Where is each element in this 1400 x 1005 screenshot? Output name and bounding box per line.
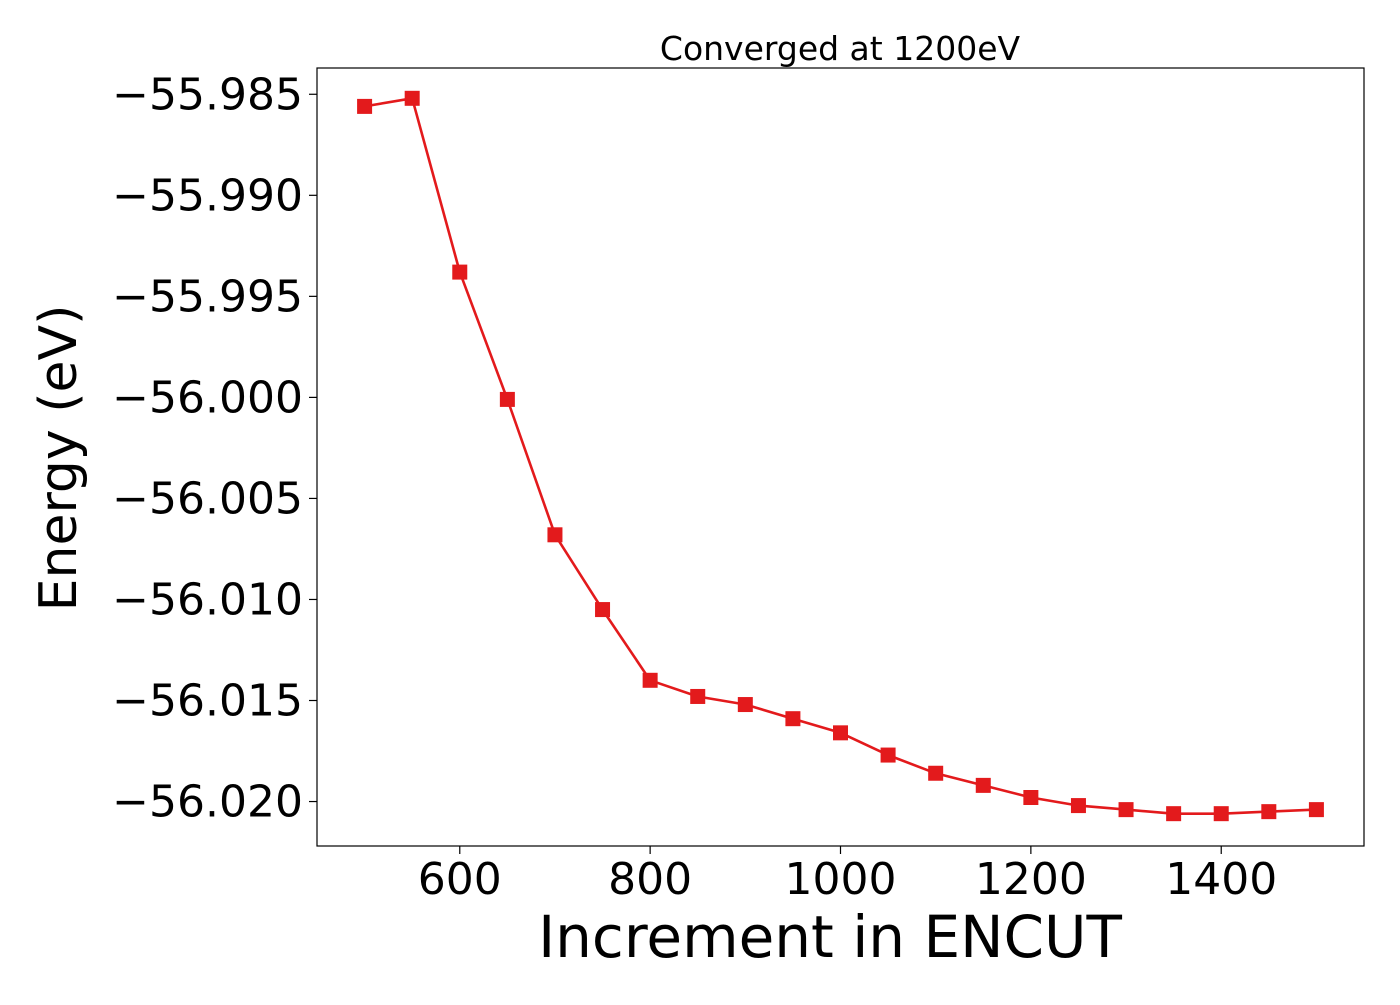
data-point-marker (975, 777, 991, 793)
y-tick-label: −56.005 (112, 473, 303, 524)
y-tick-label: −55.990 (112, 170, 303, 221)
data-point-marker (785, 711, 801, 727)
data-point-marker (547, 527, 563, 543)
data-point-marker (833, 725, 848, 741)
y-tick-label: −56.000 (112, 372, 303, 423)
data-point-marker (1213, 806, 1229, 822)
y-axis-title: Energy (eV) (29, 305, 89, 612)
data-point-marker (357, 98, 373, 114)
y-tick-label: −55.995 (112, 271, 303, 322)
data-point-marker (452, 264, 468, 280)
data-point-marker (928, 765, 944, 781)
data-point-marker (595, 602, 611, 618)
data-point-marker (404, 90, 420, 106)
x-tick-label: 1400 (1165, 854, 1277, 905)
x-tick-label: 1000 (785, 854, 897, 905)
data-point-marker (1023, 790, 1039, 806)
chart-title: Converged at 1200eV (660, 29, 1021, 68)
data-point-marker (642, 672, 658, 688)
x-axis-title: Increment in ENCUT (538, 903, 1122, 971)
data-point-marker (690, 688, 706, 704)
y-tick-label: −56.020 (112, 777, 303, 828)
data-point-marker (1308, 802, 1324, 818)
data-point-marker (880, 747, 896, 763)
data-point-marker (1070, 798, 1086, 814)
data-point-marker (1166, 806, 1182, 822)
y-tick-label: −56.015 (112, 676, 303, 727)
data-point-marker (499, 391, 515, 407)
plot-area (316, 67, 1365, 847)
x-axis-ticks: 600 800 1000 1200 1400 (418, 846, 1277, 905)
y-tick-label: −55.985 (112, 69, 303, 120)
data-point-marker (1118, 802, 1134, 818)
series-layer (357, 90, 1324, 822)
data-point-marker (737, 697, 753, 713)
y-tick-label: −56.010 (112, 574, 303, 625)
y-axis-ticks: −55.985 −55.990 −55.995 −56.000 −56.005 −56.0… (112, 69, 317, 828)
x-tick-label: 1200 (975, 854, 1087, 905)
x-tick-label: 800 (608, 854, 692, 905)
data-point-marker (1261, 804, 1277, 820)
x-tick-label: 600 (418, 854, 502, 905)
plot-frame (316, 67, 1365, 847)
